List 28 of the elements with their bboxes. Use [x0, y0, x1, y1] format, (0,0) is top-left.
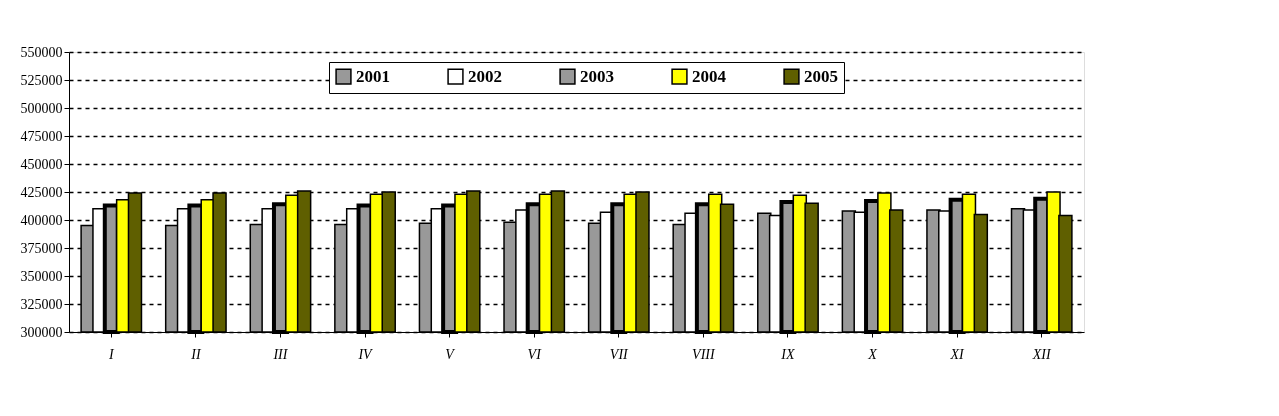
y-tick-label: 525000 — [20, 72, 63, 88]
legend-label: 2001 — [356, 66, 390, 86]
legend-label: 2004 — [692, 66, 727, 86]
y-tick-label: 500000 — [20, 100, 63, 116]
y-tick-label: 400000 — [20, 212, 63, 228]
legend-label: 2005 — [804, 66, 838, 86]
x-tick-label: II — [190, 346, 202, 362]
x-tick-label: IX — [780, 346, 796, 362]
x-tick-label: X — [867, 346, 878, 362]
y-tick-label: 550000 — [20, 44, 63, 60]
x-tick-label: XII — [1031, 346, 1052, 362]
x-tick-label: VI — [527, 346, 543, 362]
x-tick-label: VIII — [692, 346, 716, 362]
y-tick-label: 350000 — [20, 268, 63, 284]
y-tick-label: 375000 — [20, 240, 63, 256]
x-tick-label: III — [272, 346, 289, 362]
y-tick-label: 300000 — [20, 324, 63, 340]
legend-label: 2002 — [468, 66, 502, 86]
y-tick-label: 425000 — [20, 184, 63, 200]
y-tick-label: 450000 — [20, 156, 63, 172]
x-tick-label: IV — [357, 346, 374, 362]
legend-label: 2003 — [580, 66, 614, 86]
y-tick-label: 475000 — [20, 128, 63, 144]
x-tick-label: V — [445, 346, 456, 362]
y-tick-label: 325000 — [20, 296, 63, 312]
x-tick-label: XI — [949, 346, 966, 362]
x-tick-label: I — [107, 346, 115, 362]
x-tick-label: VII — [609, 346, 630, 362]
